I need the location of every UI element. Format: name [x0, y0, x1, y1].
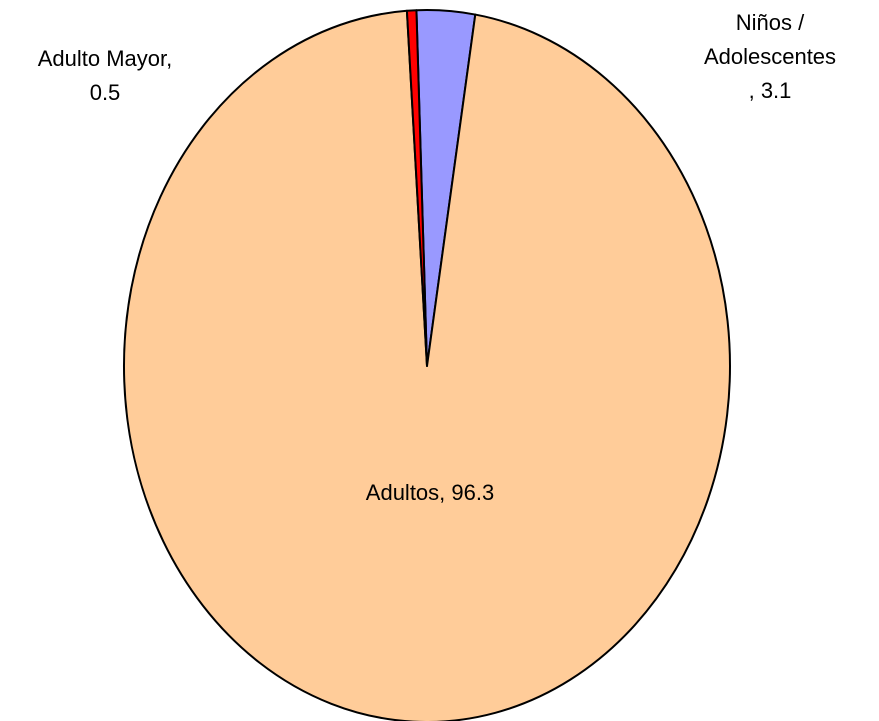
pie-slices — [123, 9, 731, 721]
data-label-line: Adulto Mayor, — [37, 46, 173, 71]
data-label-line: , 3.1 — [748, 78, 792, 103]
data-label-adultos: Adultos, 96.3 — [310, 476, 550, 510]
data-label-ninos-adolescentes: Niños / Adolescentes , 3.1 — [680, 6, 860, 108]
pie-slice-adultos — [123, 9, 731, 721]
data-label-line: Adultos, 96.3 — [365, 480, 495, 505]
data-label-adulto-mayor: Adulto Mayor, 0.5 — [0, 42, 210, 110]
pie-slice-adulto-mayor — [405, 9, 428, 367]
data-label-line: Adolescentes — [703, 44, 837, 69]
data-label-line: 0.5 — [89, 80, 121, 105]
data-label-line: Niños / — [735, 10, 805, 35]
